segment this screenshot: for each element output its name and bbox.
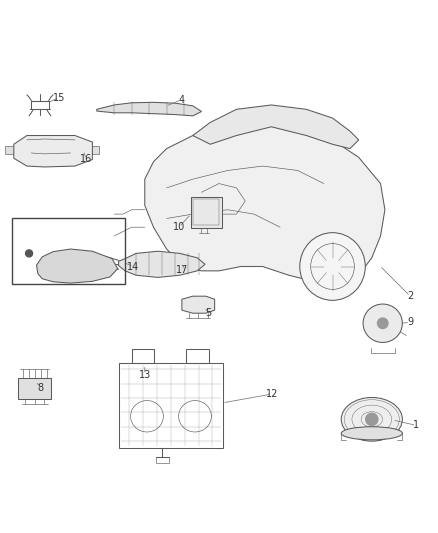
- Circle shape: [378, 318, 388, 328]
- Text: 16: 16: [80, 154, 92, 164]
- Bar: [186, 350, 209, 362]
- Ellipse shape: [363, 304, 403, 343]
- Bar: [132, 350, 154, 362]
- Text: 8: 8: [38, 383, 44, 393]
- Bar: [31, 139, 68, 149]
- Circle shape: [25, 250, 32, 257]
- Bar: [193, 199, 219, 225]
- Bar: [88, 253, 96, 277]
- Bar: [90, 146, 99, 154]
- Polygon shape: [182, 296, 215, 313]
- Bar: [119, 362, 223, 448]
- Text: 1: 1: [413, 421, 420, 431]
- Circle shape: [366, 413, 378, 425]
- Polygon shape: [14, 135, 92, 167]
- Text: 2: 2: [407, 291, 413, 301]
- Bar: [12, 219, 125, 284]
- Text: 4: 4: [178, 95, 184, 104]
- Text: 17: 17: [176, 265, 188, 276]
- Polygon shape: [36, 249, 118, 283]
- Bar: [5, 146, 16, 154]
- Text: 10: 10: [173, 222, 185, 232]
- Ellipse shape: [341, 427, 403, 440]
- Text: 12: 12: [266, 389, 279, 399]
- Text: 13: 13: [139, 370, 151, 380]
- Ellipse shape: [341, 398, 403, 441]
- Ellipse shape: [300, 233, 365, 300]
- Text: 14: 14: [127, 262, 139, 271]
- Polygon shape: [97, 102, 201, 116]
- Text: 5: 5: [205, 308, 212, 318]
- Text: 15: 15: [53, 93, 65, 102]
- Bar: [191, 197, 222, 228]
- Bar: [18, 378, 51, 399]
- Polygon shape: [119, 251, 205, 277]
- Text: 9: 9: [407, 317, 413, 327]
- Polygon shape: [193, 105, 359, 149]
- Polygon shape: [145, 123, 385, 284]
